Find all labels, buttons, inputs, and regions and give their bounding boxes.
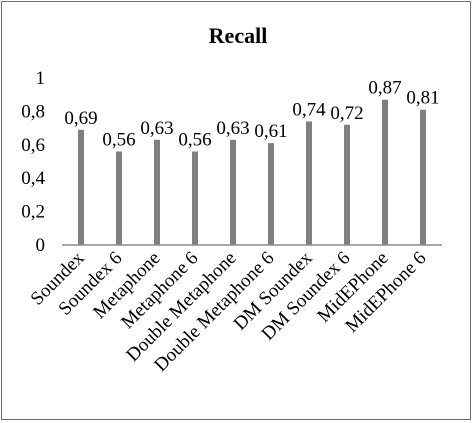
- y-tick-label: 0,8: [21, 101, 45, 122]
- bar: [344, 124, 350, 245]
- data-label: 0,61: [254, 121, 287, 142]
- bar: [116, 151, 122, 245]
- bar: [154, 139, 160, 245]
- data-labels: 0,690,560,630,560,63 0,610,74 0,720,87 0,81: [64, 78, 439, 151]
- y-tick-label: 0,4: [21, 168, 45, 189]
- y-tick-label: 0,2: [21, 202, 45, 223]
- bar: [382, 99, 388, 246]
- bar: [230, 139, 236, 245]
- bar-series: [78, 99, 426, 246]
- y-tick-label: 0: [36, 235, 46, 256]
- data-label: 0,56: [178, 129, 211, 150]
- data-label: 0,56: [102, 129, 135, 150]
- data-label: 0,87: [368, 78, 401, 99]
- data-label: 0,63: [216, 118, 249, 139]
- y-axis: 0 0,2 0,4 0,6 0,8 1: [21, 68, 45, 256]
- bar: [78, 129, 84, 245]
- data-label: 0,63: [140, 118, 173, 139]
- y-tick-label: 0,6: [21, 135, 45, 156]
- bar: [306, 121, 312, 245]
- y-tick-label: 1: [36, 68, 46, 89]
- bar: [268, 143, 274, 245]
- data-label: 0,74: [292, 99, 326, 120]
- bar: [420, 109, 426, 245]
- data-label: 0,72: [330, 103, 363, 124]
- data-label: 0,69: [64, 108, 97, 129]
- data-label: 0,81: [406, 88, 439, 109]
- bar: [192, 151, 198, 245]
- chart-title: Recall: [209, 23, 268, 48]
